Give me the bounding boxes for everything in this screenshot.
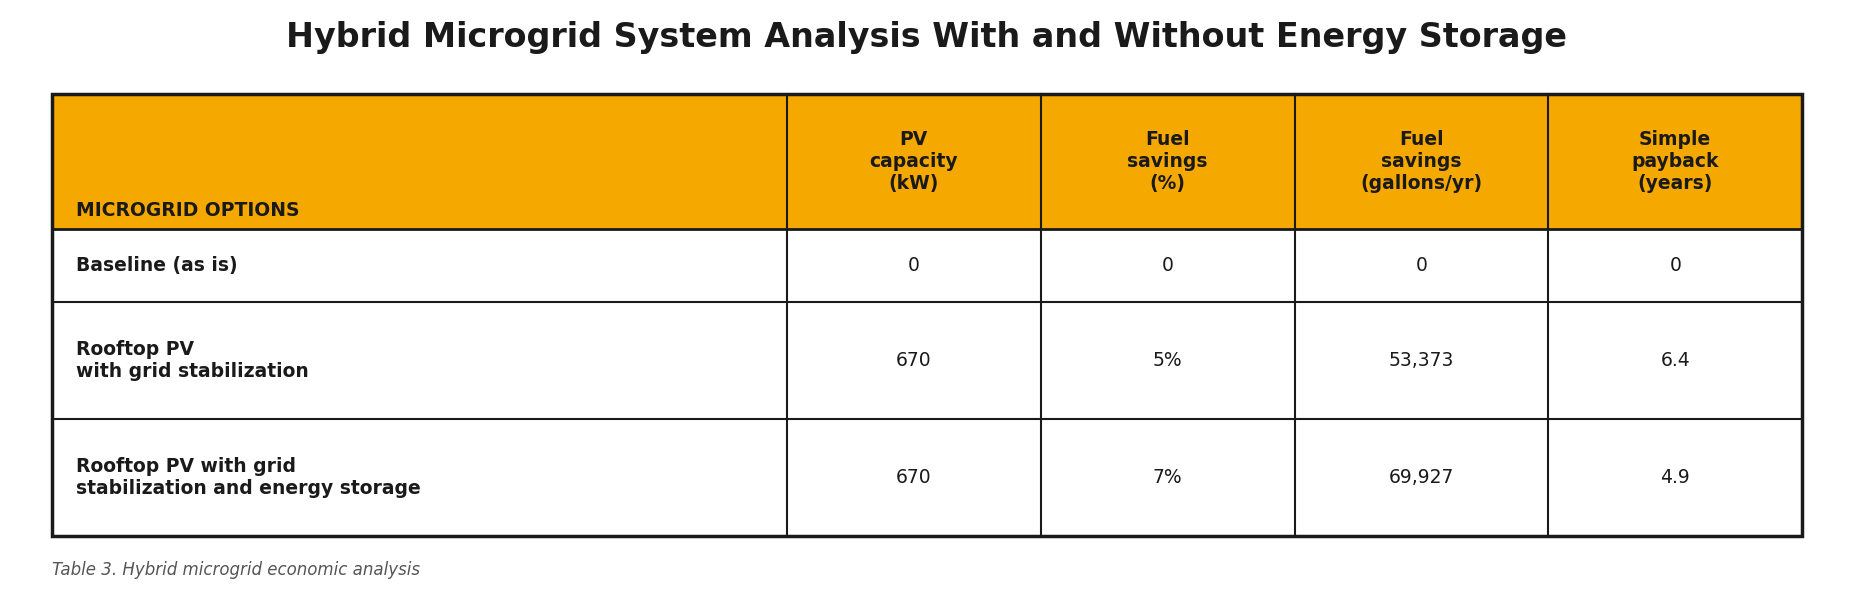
Text: 0: 0 [1162, 256, 1174, 275]
Text: Fuel
savings
(gallons/yr): Fuel savings (gallons/yr) [1361, 130, 1483, 193]
Text: 69,927: 69,927 [1389, 468, 1454, 487]
Text: Simple
payback
(years): Simple payback (years) [1632, 130, 1719, 193]
Text: Table 3. Hybrid microgrid economic analysis: Table 3. Hybrid microgrid economic analy… [52, 561, 419, 579]
Text: Rooftop PV with grid
stabilization and energy storage: Rooftop PV with grid stabilization and e… [76, 457, 421, 498]
Text: Baseline (as is): Baseline (as is) [76, 256, 237, 275]
FancyBboxPatch shape [52, 419, 1802, 536]
Text: 5%: 5% [1153, 351, 1183, 370]
Text: 4.9: 4.9 [1661, 468, 1691, 487]
Text: Fuel
savings
(%): Fuel savings (%) [1127, 130, 1209, 193]
Text: 0: 0 [908, 256, 920, 275]
Text: MICROGRID OPTIONS: MICROGRID OPTIONS [76, 201, 300, 220]
Text: 6.4: 6.4 [1661, 351, 1691, 370]
FancyBboxPatch shape [52, 302, 1802, 419]
Text: Hybrid Microgrid System Analysis With and Without Energy Storage: Hybrid Microgrid System Analysis With an… [287, 21, 1567, 54]
Text: PV
capacity
(kW): PV capacity (kW) [870, 130, 959, 193]
Text: 7%: 7% [1153, 468, 1183, 487]
FancyBboxPatch shape [52, 229, 1802, 302]
Text: 670: 670 [895, 351, 933, 370]
Text: 53,373: 53,373 [1389, 351, 1454, 370]
Text: 0: 0 [1669, 256, 1682, 275]
Text: 670: 670 [895, 468, 933, 487]
Text: Rooftop PV
with grid stabilization: Rooftop PV with grid stabilization [76, 340, 310, 381]
Text: 0: 0 [1415, 256, 1428, 275]
FancyBboxPatch shape [52, 94, 1802, 229]
